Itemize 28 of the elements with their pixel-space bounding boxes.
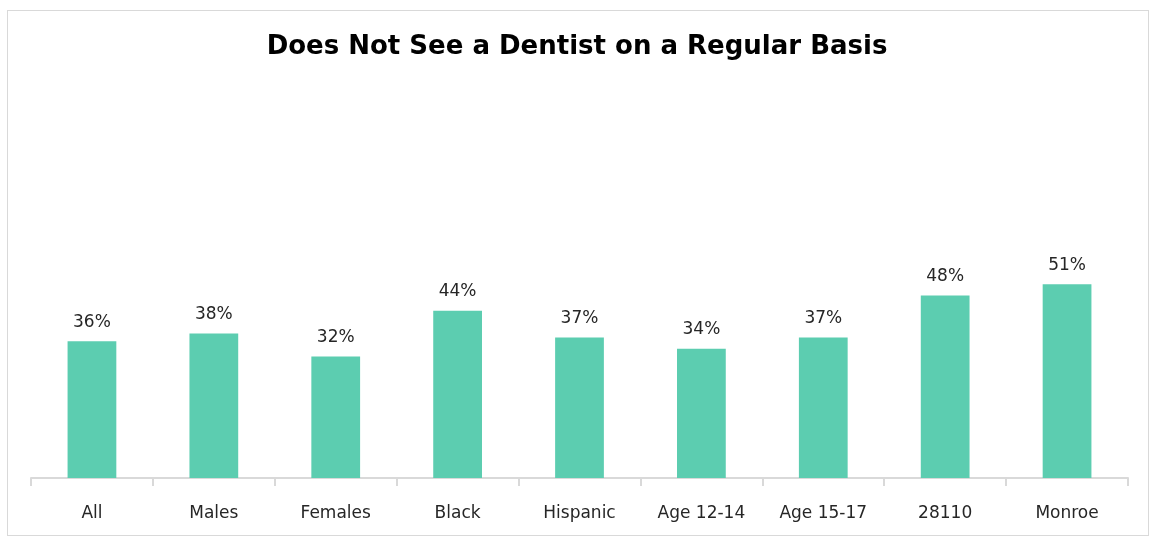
x-tick-label: Age 12-14 <box>657 501 746 522</box>
data-label: 32% <box>316 325 355 346</box>
bar <box>920 295 970 478</box>
data-label: 34% <box>682 318 721 339</box>
data-label: 38% <box>194 303 233 324</box>
bar <box>1042 284 1092 478</box>
x-tick-label: Age 15-17 <box>779 501 868 522</box>
bar <box>798 337 848 478</box>
data-label: 51% <box>1048 253 1086 274</box>
data-label: 36% <box>73 310 111 331</box>
x-tick-label: All <box>81 501 103 522</box>
chart-title: Does Not See a Dentist on a Regular Basis <box>266 30 888 60</box>
bar <box>311 356 361 478</box>
bar <box>555 337 604 478</box>
x-tick-label: Males <box>189 501 239 522</box>
bar <box>67 341 117 478</box>
x-tick-label: 28110 <box>918 501 973 522</box>
bar <box>677 348 726 478</box>
x-tick-label: Monroe <box>1035 501 1099 522</box>
x-tick-label: Black <box>434 501 481 522</box>
data-label: 37% <box>804 306 843 327</box>
x-tick-label: Females <box>300 501 372 522</box>
bar <box>433 310 482 478</box>
data-label: 44% <box>438 280 477 301</box>
x-tick-label: Hispanic <box>543 501 616 522</box>
bar <box>189 333 239 478</box>
data-label: 37% <box>560 306 599 327</box>
data-label: 48% <box>926 265 965 286</box>
